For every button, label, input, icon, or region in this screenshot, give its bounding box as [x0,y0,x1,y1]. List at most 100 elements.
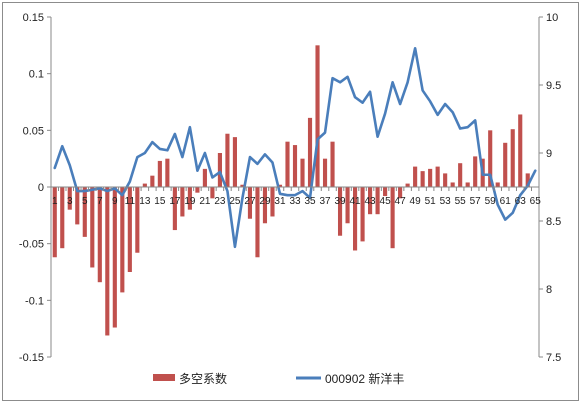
category-tick-label: 33 [289,196,301,207]
legend-line-label: 000902 新洋丰 [325,371,404,386]
bar [495,182,500,187]
left-axis-ticks: -0.15 -0.1 -0.05 0 0.05 0.1 0.15 [19,12,51,364]
category-tick-label: 13 [139,196,151,207]
bar [277,184,283,187]
line-series-path [53,46,537,249]
right-tick-label: 7.5 [546,352,561,364]
left-tick-label: -0.1 [25,295,44,307]
right-tick-label: 9.5 [546,80,561,92]
right-tick-label: 8 [546,284,552,296]
left-tick-label: 0.1 [29,69,44,81]
bar [255,187,260,258]
bar [337,187,343,236]
bar [518,114,523,187]
category-tick-label: 1 [52,196,58,207]
category-tick-label: 29 [259,196,271,207]
category-tick-label: 49 [410,196,422,207]
bar [165,158,170,187]
bar [473,156,478,187]
bar [368,187,373,215]
category-tick-label: 65 [530,196,542,207]
left-tick-label: 0 [38,182,44,194]
chart-frame: -0.15 -0.1 -0.05 0 0.05 0.1 0.15 7.5 8 8.5 9 9.5 1 0… [2,2,579,401]
category-tick-label: 43 [365,196,377,207]
category-tick-label: 37 [319,196,331,207]
bar [75,187,80,225]
bar [67,187,72,210]
category-tick-label: 21 [199,196,211,207]
bar [488,130,493,187]
right-tick-label: 9 [546,148,552,160]
category-tick-label: 31 [274,196,286,207]
bar [157,160,162,187]
category-tick-label: 35 [304,196,316,207]
bar [180,187,185,217]
category-tick-label: 57 [470,196,482,207]
bar-series-group [52,45,530,336]
bar [217,153,222,187]
category-tick-label: 25 [229,196,241,207]
bar [225,133,230,187]
category-tick-label: 63 [515,196,527,207]
bar [390,187,395,249]
bar [420,171,425,187]
category-tick-label: 47 [395,196,407,207]
bar [428,168,433,187]
bar [105,187,110,336]
bar [345,187,350,224]
bar [262,187,268,224]
bar [503,142,508,187]
bar [247,187,253,219]
bar [112,187,117,328]
category-tick-label: 19 [184,196,196,207]
bar [383,187,388,197]
bar [435,166,440,187]
left-tick-label: -0.15 [19,352,44,364]
bar [97,187,102,283]
bar [52,187,57,258]
bar [270,187,275,217]
bar [187,187,192,210]
left-tick-label: 0.05 [23,125,44,137]
bar [285,141,290,187]
bar [300,158,305,187]
bar [172,187,177,231]
bar [375,187,380,215]
chart-axes [50,17,540,357]
bar [322,158,328,187]
right-axis-ticks: 7.5 8 8.5 9 9.5 10 [539,12,561,364]
category-tick-label: 7 [97,196,103,207]
category-tick-label: 39 [334,196,346,207]
legend-bar-label: 多空系数 [179,371,227,386]
left-tick-label: 0.15 [23,12,44,24]
bar [413,166,418,187]
bar [232,137,237,187]
bar [195,187,200,193]
legend-bar-swatch [153,374,175,381]
right-tick-label: 8.5 [546,216,561,228]
line-series-group [53,46,537,249]
category-tick-label: 17 [169,196,181,207]
bar [330,141,335,187]
bar [398,187,403,199]
bar [120,187,125,293]
left-tick-label: -0.05 [19,239,44,251]
category-tick-label: 51 [425,196,437,207]
bar [82,187,87,237]
category-tick-label: 15 [154,196,166,207]
category-tick-label: 55 [455,196,467,207]
dual-axis-chart: -0.15 -0.1 -0.05 0 0.05 0.1 0.15 7.5 8 8.5 9 9.5 1 0… [19,12,561,386]
bar [405,183,410,187]
bar [443,173,448,187]
bar [240,184,245,187]
bar [60,187,65,249]
bar [150,175,155,187]
chart-legend: 多空系数 000902 新洋丰 [153,371,404,386]
bar [465,182,470,187]
bar [202,168,207,187]
bar [142,183,147,187]
bar [90,187,95,268]
category-tick-label: 45 [380,196,392,207]
category-tick-label: 27 [244,196,256,207]
bar [292,145,298,187]
